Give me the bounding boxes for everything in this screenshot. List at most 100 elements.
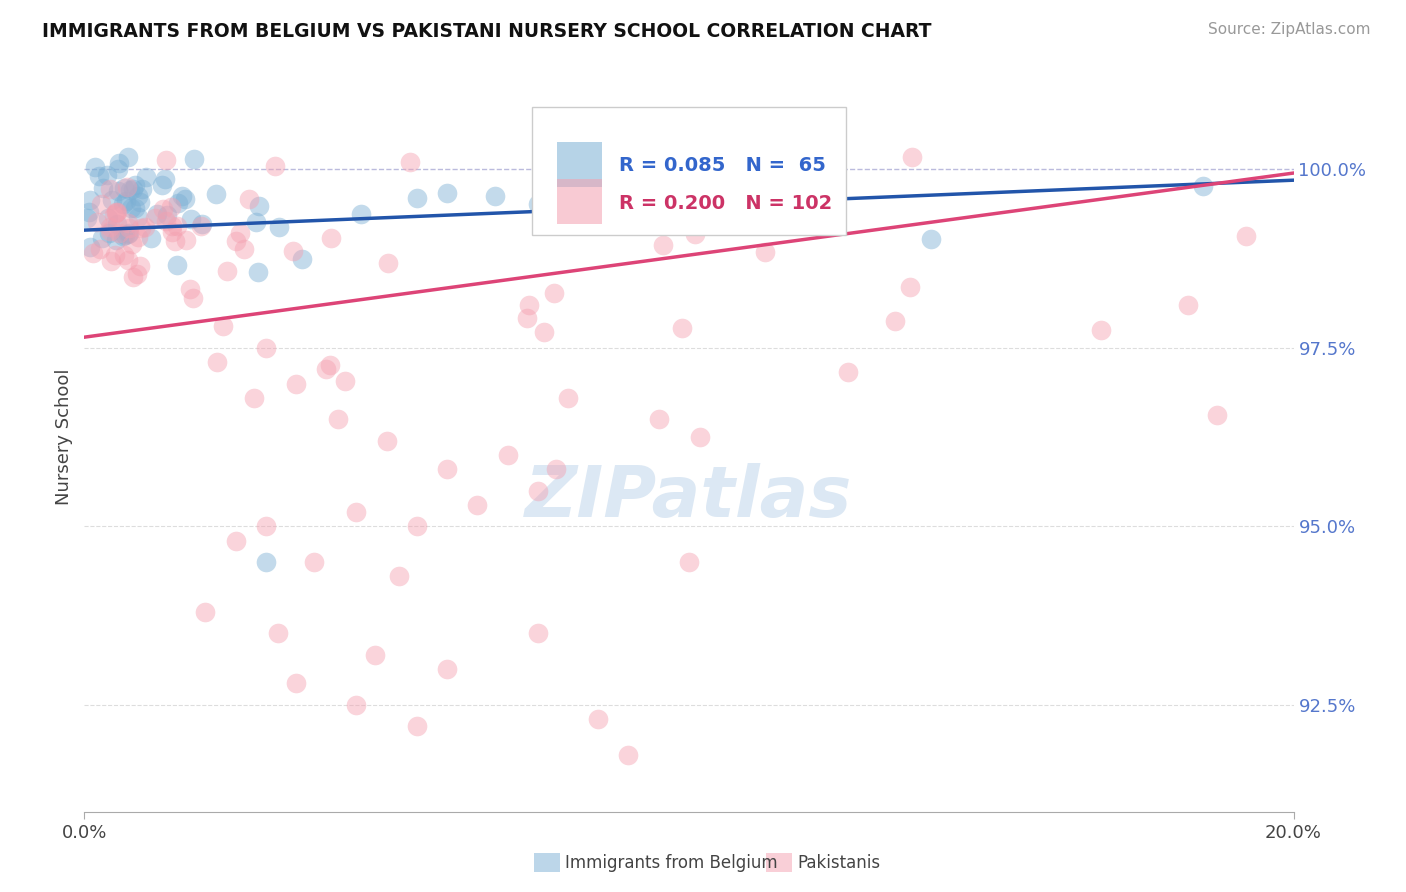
Point (527, 197, 550, 211)
Point (406, 519, 429, 533)
Point (79, 204, 101, 219)
Point (172, 188, 194, 202)
Point (139, 231, 162, 245)
Point (884, 314, 907, 328)
Point (406, 191, 429, 205)
Point (1090, 323, 1112, 337)
Point (228, 226, 250, 240)
Point (121, 269, 143, 284)
Point (1234, 229, 1257, 244)
Point (333, 374, 356, 388)
Point (93, 181, 115, 195)
Point (837, 366, 859, 380)
Point (152, 202, 174, 216)
Point (76, 211, 98, 225)
Point (225, 533, 247, 548)
Point (215, 263, 238, 277)
Point (267, 219, 290, 234)
Point (285, 376, 308, 391)
Point (118, 221, 141, 235)
Point (898, 280, 921, 294)
Point (174, 192, 197, 206)
Point (617, 218, 640, 232)
Point (533, 325, 555, 339)
Text: R = 0.085   N =  65: R = 0.085 N = 65 (619, 155, 825, 175)
Point (153, 172, 176, 186)
Point (107, 184, 129, 198)
Point (100, 182, 122, 196)
Point (254, 519, 277, 533)
Point (484, 188, 506, 202)
Point (89, 242, 111, 256)
Point (86, 215, 108, 229)
Point (291, 252, 314, 267)
Point (118, 226, 141, 240)
Point (159, 200, 181, 214)
Point (121, 236, 143, 251)
Point (588, 712, 610, 726)
Point (103, 208, 125, 222)
Point (107, 217, 129, 231)
Point (98, 224, 121, 238)
Point (98, 227, 121, 241)
Point (238, 193, 260, 207)
Point (1177, 298, 1199, 312)
Point (146, 207, 169, 221)
Point (83, 160, 105, 174)
FancyBboxPatch shape (531, 107, 846, 235)
Point (117, 227, 139, 241)
Point (678, 555, 700, 569)
Point (346, 505, 368, 519)
Point (671, 321, 693, 335)
Point (406, 719, 429, 733)
Point (104, 248, 127, 262)
Point (166, 219, 188, 234)
Point (79, 240, 101, 254)
Point (96, 168, 118, 182)
Point (233, 242, 256, 256)
Text: Immigrants from Belgium: Immigrants from Belgium (565, 854, 778, 871)
Point (105, 205, 128, 219)
Point (117, 216, 139, 230)
Text: IMMIGRANTS FROM BELGIUM VS PAKISTANI NURSERY SCHOOL CORRELATION CHART: IMMIGRANTS FROM BELGIUM VS PAKISTANI NUR… (42, 22, 932, 41)
Point (1206, 408, 1229, 422)
Point (709, 211, 731, 226)
Point (281, 244, 304, 258)
Point (181, 291, 204, 305)
FancyBboxPatch shape (557, 179, 602, 224)
Point (754, 245, 776, 260)
Point (127, 230, 149, 244)
Point (105, 205, 128, 219)
Point (79, 193, 101, 207)
Point (436, 462, 458, 476)
Point (98, 219, 121, 234)
Point (648, 412, 671, 426)
Point (100, 193, 122, 207)
Point (120, 183, 142, 197)
Point (112, 248, 135, 262)
Point (135, 170, 157, 185)
Point (245, 215, 267, 229)
Point (626, 195, 648, 210)
Point (174, 233, 197, 247)
Point (114, 227, 136, 242)
Point (131, 182, 153, 196)
Point (131, 221, 153, 235)
Point (117, 253, 139, 268)
Point (388, 569, 411, 583)
Point (264, 159, 287, 173)
Point (143, 211, 166, 226)
Point (134, 219, 156, 234)
Point (302, 555, 325, 569)
Point (436, 186, 458, 201)
Point (527, 626, 550, 640)
Point (156, 208, 179, 222)
Point (516, 311, 538, 326)
Point (254, 555, 277, 569)
Point (180, 211, 202, 226)
Point (165, 234, 187, 248)
Point (122, 182, 145, 196)
Text: R = 0.200   N = 102: R = 0.200 N = 102 (619, 194, 832, 213)
Point (183, 152, 205, 166)
Text: Source: ZipAtlas.com: Source: ZipAtlas.com (1208, 22, 1371, 37)
